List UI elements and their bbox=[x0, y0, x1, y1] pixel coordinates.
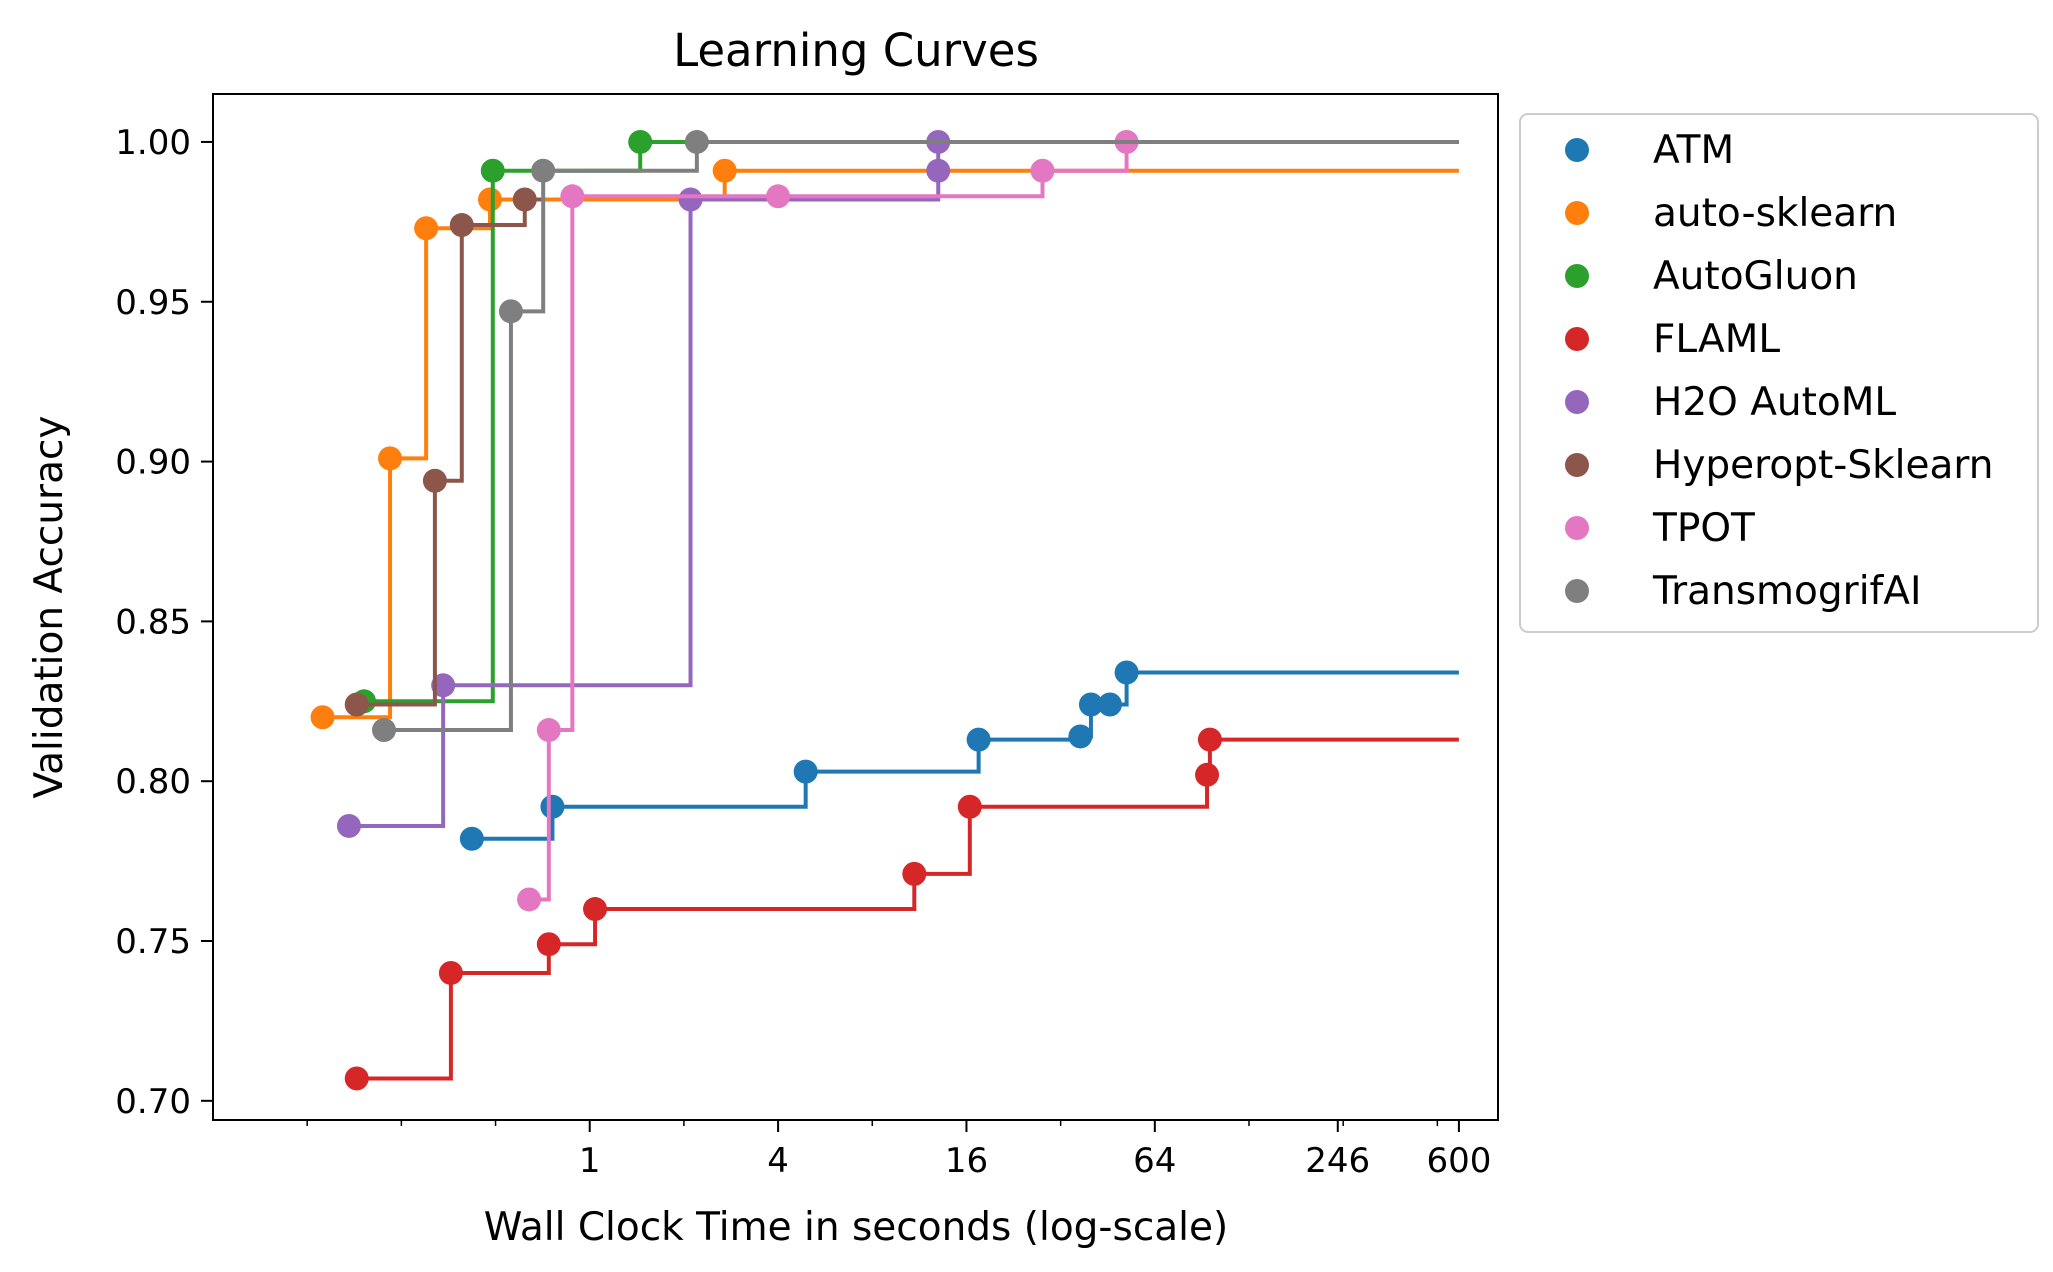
data-point-h2o-automl bbox=[678, 187, 703, 212]
y-tick-label: 0.80 bbox=[115, 762, 191, 802]
legend-frame bbox=[1519, 113, 2039, 633]
data-point-flaml bbox=[583, 897, 608, 922]
y-axis: 0.70 0.75 0.80 0.85 0.90 0.95 1.00 bbox=[115, 123, 213, 1122]
series-atm bbox=[459, 660, 1459, 851]
data-point-auto-sklearn bbox=[378, 446, 403, 471]
legend-marker-atm bbox=[1565, 138, 1589, 162]
legend-marker-hyperopt-sklearn bbox=[1565, 453, 1589, 477]
legend-label-auto-sklearn: auto-sklearn bbox=[1653, 191, 1897, 236]
data-point-auto-sklearn bbox=[414, 216, 439, 241]
data-point-hyperopt-sklearn bbox=[422, 468, 447, 493]
y-axis-label: Validation Accuracy bbox=[27, 415, 72, 798]
legend-label-tpot: TPOT bbox=[1652, 506, 1755, 551]
data-point-auto-sklearn bbox=[712, 158, 737, 183]
data-point-atm bbox=[459, 826, 484, 851]
data-point-hyperopt-sklearn bbox=[344, 692, 369, 717]
data-point-transmogrifai bbox=[371, 718, 396, 743]
data-point-flaml bbox=[902, 861, 927, 886]
data-point-flaml bbox=[536, 932, 561, 957]
chart-title: Learning Curves bbox=[673, 24, 1039, 77]
data-point-atm bbox=[1114, 660, 1139, 685]
data-point-flaml bbox=[957, 794, 982, 819]
y-tick-label: 0.85 bbox=[115, 602, 191, 642]
data-point-tpot bbox=[560, 184, 585, 209]
legend-marker-flaml bbox=[1565, 327, 1589, 351]
data-point-atm bbox=[966, 727, 991, 752]
data-point-transmogrifai bbox=[531, 158, 556, 183]
data-point-transmogrifai bbox=[684, 129, 709, 154]
data-point-atm bbox=[1068, 724, 1093, 749]
legend-label-flaml: FLAML bbox=[1653, 317, 1780, 362]
legend-marker-autogluon bbox=[1565, 264, 1589, 288]
legend-marker-tpot bbox=[1565, 516, 1589, 540]
x-tick-label: 600 bbox=[1426, 1141, 1491, 1181]
legend-marker-transmogrifai bbox=[1565, 579, 1589, 603]
data-point-tpot bbox=[1030, 158, 1055, 183]
legend-label-transmogrifai: TransmogrifAI bbox=[1652, 569, 1921, 614]
data-point-hyperopt-sklearn bbox=[449, 213, 474, 238]
data-point-atm bbox=[1097, 692, 1122, 717]
series-tpot bbox=[517, 129, 1139, 912]
legend-label-autogluon: AutoGluon bbox=[1653, 254, 1858, 299]
data-point-flaml bbox=[438, 960, 463, 985]
data-point-autogluon bbox=[628, 129, 653, 154]
series-transmogrifai bbox=[371, 129, 1459, 743]
series-layer bbox=[310, 129, 1459, 1091]
data-point-auto-sklearn bbox=[477, 187, 502, 212]
series-auto-sklearn bbox=[310, 158, 1459, 730]
y-tick-label: 0.75 bbox=[115, 922, 191, 962]
y-tick-label: 1.00 bbox=[115, 123, 191, 163]
data-point-autogluon bbox=[480, 158, 505, 183]
series-line-autogluon bbox=[364, 139, 1459, 704]
data-point-atm bbox=[540, 794, 565, 819]
x-tick-label: 246 bbox=[1305, 1141, 1370, 1181]
plot-area-frame bbox=[212, 93, 1499, 1121]
data-point-tpot bbox=[517, 887, 542, 912]
y-tick-label: 0.70 bbox=[115, 1082, 191, 1122]
legend-marker-auto-sklearn bbox=[1565, 201, 1589, 225]
legend-label-hyperopt-sklearn: Hyperopt-Sklearn bbox=[1653, 443, 1993, 488]
series-line-transmogrifai bbox=[383, 139, 1459, 733]
data-point-flaml bbox=[1197, 727, 1222, 752]
series-flaml bbox=[344, 727, 1459, 1091]
data-point-hyperopt-sklearn bbox=[512, 187, 537, 212]
y-tick-label: 0.90 bbox=[115, 443, 191, 483]
legend-marker-h2o-automl bbox=[1565, 390, 1589, 414]
y-tick-label: 0.95 bbox=[115, 283, 191, 323]
series-h2o-automl bbox=[336, 129, 951, 838]
data-point-tpot bbox=[536, 718, 561, 743]
data-point-flaml bbox=[344, 1066, 369, 1091]
data-point-flaml bbox=[1195, 762, 1220, 787]
data-point-atm bbox=[793, 759, 818, 784]
x-axis-label: Wall Clock Time in seconds (log-scale) bbox=[484, 1205, 1228, 1250]
data-point-h2o-automl bbox=[336, 813, 361, 838]
series-line-tpot bbox=[529, 141, 1129, 902]
x-tick-label: 4 bbox=[767, 1141, 789, 1181]
legend-label-h2o-automl: H2O AutoML bbox=[1653, 380, 1896, 425]
series-hyperopt-sklearn bbox=[344, 187, 542, 717]
x-tick-label: 16 bbox=[945, 1141, 988, 1181]
series-autogluon bbox=[352, 129, 1459, 714]
data-point-h2o-automl bbox=[926, 158, 951, 183]
x-tick-label: 64 bbox=[1133, 1141, 1176, 1181]
data-point-transmogrifai bbox=[498, 299, 523, 324]
x-tick-label: 1 bbox=[579, 1141, 601, 1181]
x-axis: 1 4 16 64 246 600 bbox=[306, 1120, 1491, 1181]
data-point-h2o-automl bbox=[431, 673, 456, 698]
legend-label-atm: ATM bbox=[1653, 128, 1734, 173]
data-point-tpot bbox=[766, 184, 791, 209]
data-point-atm bbox=[1078, 692, 1103, 717]
data-point-auto-sklearn bbox=[310, 705, 335, 730]
legend: ATM auto-sklearn AutoGluon FLAML H2O AutoML H… bbox=[1519, 113, 2039, 633]
